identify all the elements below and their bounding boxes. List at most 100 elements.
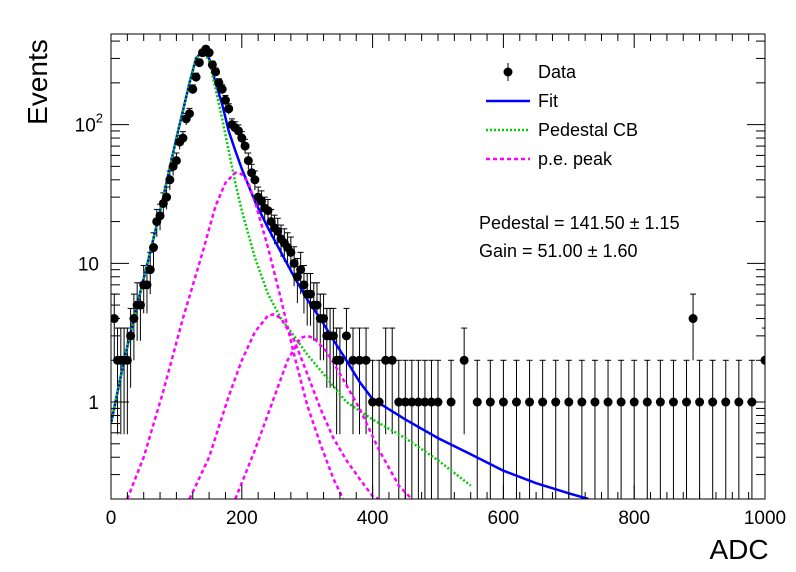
legend-label: Data [538, 62, 577, 82]
data-point [243, 156, 253, 166]
legend-item-fit: Fit [486, 91, 558, 111]
series-curve-fit [111, 48, 589, 499]
data-point [472, 397, 482, 407]
data-point [126, 331, 136, 341]
data-point [220, 95, 230, 105]
data-point [289, 258, 299, 268]
data-point [551, 397, 561, 407]
data-point [178, 133, 188, 143]
data-point [171, 156, 181, 166]
data-point [299, 280, 309, 290]
data-point [328, 331, 338, 341]
series-curve-p-e-peak-2 [188, 312, 380, 499]
data-point [207, 60, 217, 70]
data-point [263, 206, 273, 216]
data-point [165, 175, 175, 185]
data-point [459, 355, 469, 365]
data-point [122, 355, 132, 365]
data-point [407, 397, 417, 407]
pedestal-annotation: Pedestal = 141.50 ± 1.15 [479, 213, 680, 233]
series-curve-p-e-peak-3 [234, 334, 413, 499]
data-point [721, 397, 731, 407]
data-point [184, 109, 194, 119]
y-tick-label: 10 [78, 254, 99, 275]
legend-point [503, 67, 513, 77]
data-point [188, 84, 198, 94]
data-point [564, 397, 574, 407]
data-point [335, 355, 345, 365]
x-tick-label: 800 [618, 508, 650, 529]
data-point [394, 397, 404, 407]
data-point [446, 397, 456, 407]
data-point [413, 397, 423, 407]
data-point [400, 397, 410, 407]
series-curve-p-e-peak-1 [126, 171, 345, 499]
data-point [341, 331, 351, 341]
legend-label: Fit [538, 91, 558, 111]
data-point [511, 397, 521, 407]
y-axis-title: Events [22, 39, 53, 125]
x-tick-label: 600 [488, 508, 520, 529]
data-point [204, 48, 214, 58]
data-point [708, 397, 718, 407]
data-point [292, 272, 302, 282]
data-point [642, 397, 652, 407]
data-point [590, 397, 600, 407]
data-point [217, 84, 227, 94]
data-point [616, 397, 626, 407]
data-point [191, 72, 201, 82]
data-point [688, 314, 698, 324]
x-tick-label: 1000 [744, 508, 786, 529]
legend-label: Pedestal CB [538, 120, 638, 140]
data-point [374, 397, 384, 407]
data-point [240, 141, 250, 151]
data-point [655, 397, 665, 407]
data-point [381, 355, 391, 365]
data-point [629, 397, 639, 407]
fit-results: Pedestal = 141.50 ± 1.15 Gain = 51.00 ± … [479, 213, 680, 261]
y-tick-label: 1 [88, 393, 99, 414]
data-point [433, 397, 443, 407]
data-point [250, 175, 260, 185]
data-point [129, 314, 139, 324]
axes: 0 200 400 600 800 1000 1 10 102 [75, 34, 786, 529]
legend: Data Fit Pedestal CB p.e. peak [486, 62, 638, 169]
data-point [420, 397, 430, 407]
data-point [485, 397, 495, 407]
data-point [682, 397, 692, 407]
data-point [498, 397, 508, 407]
data-point [525, 397, 535, 407]
gain-annotation: Gain = 51.00 ± 1.60 [479, 241, 638, 261]
data-point [194, 58, 204, 68]
data-point [296, 265, 306, 275]
x-tick-label: 0 [106, 508, 117, 529]
data-point [234, 126, 244, 136]
data-point [603, 397, 613, 407]
data-point [149, 243, 159, 253]
data-point [162, 192, 172, 202]
plot-area [111, 44, 765, 499]
data-point [256, 196, 266, 206]
legend-item-data: Data [503, 62, 577, 82]
data-point [368, 397, 378, 407]
legend-label: p.e. peak [538, 149, 613, 169]
data-point [319, 314, 329, 324]
data-point [668, 397, 678, 407]
data-point [312, 300, 322, 310]
data-point [695, 397, 705, 407]
x-axis-title: ADC [709, 534, 768, 565]
data-point [211, 67, 221, 77]
data-point [286, 247, 296, 257]
data-point [145, 265, 155, 275]
legend-item-pedestal-cb: Pedestal CB [486, 120, 638, 140]
data-point [355, 355, 365, 365]
x-tick-label: 200 [226, 508, 258, 529]
data-point [224, 104, 234, 114]
data-point [142, 280, 152, 290]
data-point [348, 355, 358, 365]
data-point [237, 133, 247, 143]
x-tick-label: 400 [357, 508, 389, 529]
data-point [577, 397, 587, 407]
data-point [305, 289, 315, 299]
